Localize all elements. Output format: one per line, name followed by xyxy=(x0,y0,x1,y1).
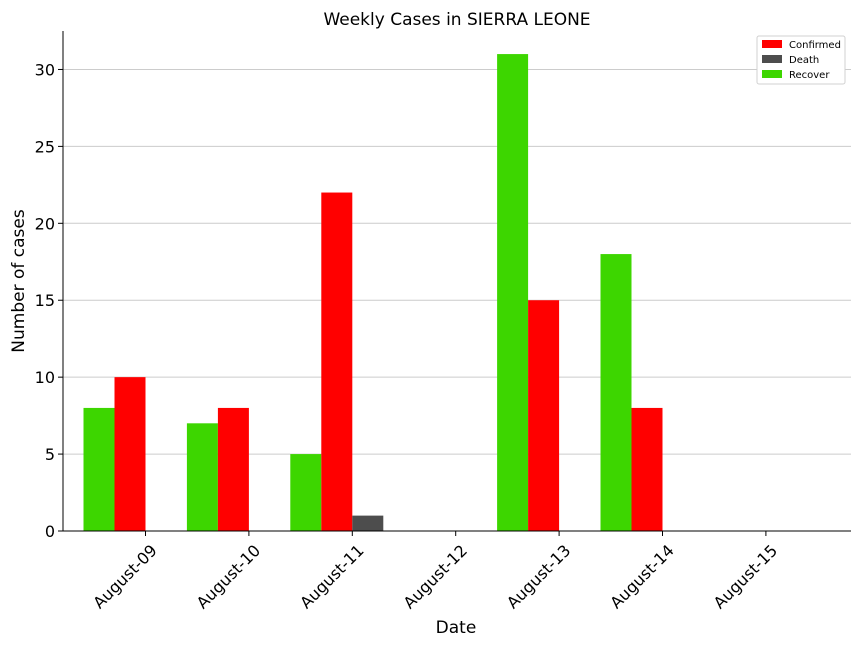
x-tick-label: August-13 xyxy=(503,541,575,613)
legend-swatch-confirmed xyxy=(762,40,782,48)
bar-confirmed-august-10 xyxy=(217,407,249,531)
bar-confirmed-august-13 xyxy=(528,300,560,531)
x-tick-label: August-09 xyxy=(89,541,161,613)
x-axis-label: Date xyxy=(436,618,477,638)
y-tick-label: 0 xyxy=(45,522,55,541)
bar-confirmed-august-14 xyxy=(631,407,663,531)
y-ticks: 0 5 10 15 20 25 30 xyxy=(35,60,63,541)
bar-recover-august-14 xyxy=(600,254,632,532)
x-tick-label: August-12 xyxy=(400,541,472,613)
bar-death-august-11 xyxy=(352,515,384,531)
y-tick-label: 5 xyxy=(45,445,55,464)
y-tick-label: 20 xyxy=(35,214,55,233)
y-tick-label: 25 xyxy=(35,137,55,156)
bar-recover-august-13 xyxy=(497,54,529,531)
grid-lines xyxy=(63,68,851,455)
bar-recover-august-11 xyxy=(290,454,322,531)
x-tick-label: August-10 xyxy=(193,541,265,613)
legend-swatch-death xyxy=(762,55,782,63)
x-tick-label: August-11 xyxy=(296,541,368,613)
bar-recover-august-09 xyxy=(83,407,115,531)
bar-recover-august-10 xyxy=(186,423,218,531)
legend: Confirmed Death Recover xyxy=(756,35,846,85)
x-ticks: August-09 August-10 August-11 August-12 Augu… xyxy=(89,531,781,612)
axes xyxy=(62,31,851,532)
y-axis-label: Number of cases xyxy=(9,209,29,353)
bar-confirmed-august-11 xyxy=(321,192,353,532)
bar-confirmed-august-09 xyxy=(114,377,146,531)
bars xyxy=(83,54,663,532)
legend-label-death: Death xyxy=(789,55,819,66)
x-tick-label: August-14 xyxy=(606,541,678,613)
legend-label-confirmed: Confirmed xyxy=(789,40,841,51)
x-tick-label: August-15 xyxy=(710,541,782,613)
y-tick-label: 10 xyxy=(35,368,55,387)
legend-swatch-recover xyxy=(762,70,782,78)
chart-title: Weekly Cases in SIERRA LEONE xyxy=(323,10,590,30)
y-tick-label: 30 xyxy=(35,60,55,79)
legend-label-recover: Recover xyxy=(789,70,830,81)
y-tick-label: 15 xyxy=(35,291,55,310)
